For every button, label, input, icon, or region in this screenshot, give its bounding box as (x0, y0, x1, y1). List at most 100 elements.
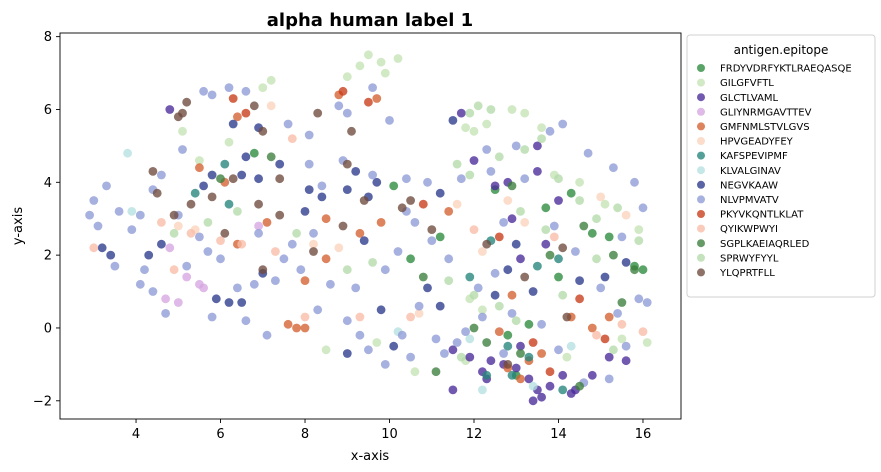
point-1-18 (575, 177, 584, 187)
point-1-11 (537, 123, 546, 133)
y-tick-label-5: 8 (44, 30, 52, 45)
point-9-48 (609, 163, 618, 173)
point-9-90 (241, 316, 251, 326)
legend-marker-10 (697, 210, 705, 218)
point-9-43 (520, 174, 530, 184)
point-8-5 (372, 177, 382, 187)
legend: antigen.epitope FRDYVDRFYKTLRAEQASQE GILG… (686, 34, 876, 298)
point-12-12 (516, 349, 525, 358)
point-13-4 (465, 170, 475, 180)
point-9-7 (199, 86, 209, 96)
point-9-78 (296, 265, 306, 275)
point-12-13 (575, 381, 584, 391)
point-3-4 (254, 221, 263, 231)
point-13-27 (203, 218, 213, 227)
point-9-49 (630, 177, 639, 187)
x-tick-label-1: 6 (216, 427, 224, 442)
legend-marker-4 (697, 122, 705, 131)
point-8-37 (448, 116, 458, 125)
point-4-14 (283, 319, 293, 329)
x-tick-label-2: 8 (301, 427, 309, 442)
legend-marker-11 (697, 224, 705, 233)
point-14-25 (258, 265, 268, 275)
legend-entry-7: KLVALGINAV (720, 166, 781, 177)
point-0-12 (406, 254, 415, 264)
point-0-10 (554, 272, 563, 282)
point-11-0 (169, 265, 179, 275)
point-9-61 (444, 254, 454, 264)
point-4-12 (292, 323, 301, 333)
point-10-2 (364, 97, 373, 107)
point-9-38 (440, 349, 449, 358)
legend-marker-1 (697, 78, 705, 87)
point-8-35 (389, 341, 399, 351)
point-8-15 (237, 298, 247, 307)
legend-marker-7 (697, 166, 705, 175)
point-14-11 (228, 174, 238, 184)
point-13-9 (575, 196, 584, 205)
point-8-27 (503, 265, 513, 275)
point-9-89 (207, 312, 217, 322)
point-9-32 (342, 316, 352, 326)
point-14-15 (309, 247, 318, 256)
point-4-6 (262, 218, 272, 227)
point-9-18 (271, 276, 280, 285)
point-9-33 (364, 345, 373, 355)
legend-entry-6: KAFSPEVIPMF (720, 151, 788, 162)
point-9-55 (604, 374, 614, 384)
point-8-19 (423, 283, 432, 293)
point-9-57 (554, 345, 563, 355)
point-14-9 (169, 210, 179, 220)
point-8-10 (237, 170, 247, 180)
point-4-23 (494, 327, 504, 336)
point-4-7 (300, 276, 310, 285)
point-0-8 (503, 330, 513, 340)
point-9-72 (85, 210, 94, 220)
y-tick-label-1: 0 (44, 321, 52, 336)
point-13-0 (465, 108, 475, 118)
point-14-14 (275, 210, 285, 220)
point-9-91 (262, 330, 272, 340)
point-11-13 (638, 327, 648, 336)
point-11-11 (592, 330, 601, 340)
point-8-24 (600, 272, 610, 282)
point-13-12 (634, 236, 644, 246)
point-9-95 (511, 141, 521, 151)
point-9-28 (410, 218, 420, 227)
point-9-40 (478, 312, 487, 322)
point-9-10 (241, 86, 251, 96)
point-9-86 (596, 283, 606, 293)
legend-marker-6 (697, 151, 705, 160)
point-9-71 (110, 261, 120, 271)
point-13-21 (609, 345, 618, 355)
legend-entry-13: SPRWYFYYL (720, 253, 779, 264)
point-5-11 (520, 218, 530, 227)
point-14-8 (152, 188, 162, 198)
point-9-87 (613, 309, 622, 318)
point-8-28 (106, 250, 116, 260)
point-2-3 (528, 396, 538, 406)
point-6-11 (482, 370, 492, 380)
legend-entry-9: NLVPMVATV (720, 195, 779, 206)
point-14-18 (406, 196, 415, 205)
point-2-12 (516, 341, 525, 351)
point-13-22 (456, 352, 466, 362)
point-12-10 (431, 367, 441, 377)
point-9-54 (621, 341, 631, 351)
point-3-5 (161, 294, 171, 304)
legend-marker-14 (697, 268, 705, 277)
point-2-28 (533, 167, 542, 176)
point-14-7 (148, 167, 158, 176)
x-axis-ticks: 4 6 8 10 12 14 16 (132, 419, 651, 442)
point-14-28 (338, 221, 348, 231)
point-13-11 (613, 203, 622, 213)
point-14-4 (313, 108, 323, 118)
point-13-18 (511, 316, 521, 326)
point-13-26 (233, 207, 242, 216)
point-13-10 (592, 214, 601, 224)
point-4-22 (516, 374, 525, 384)
point-2-25 (507, 214, 517, 224)
point-9-2 (114, 207, 124, 216)
point-4-13 (300, 323, 310, 333)
point-1-8 (482, 119, 492, 129)
